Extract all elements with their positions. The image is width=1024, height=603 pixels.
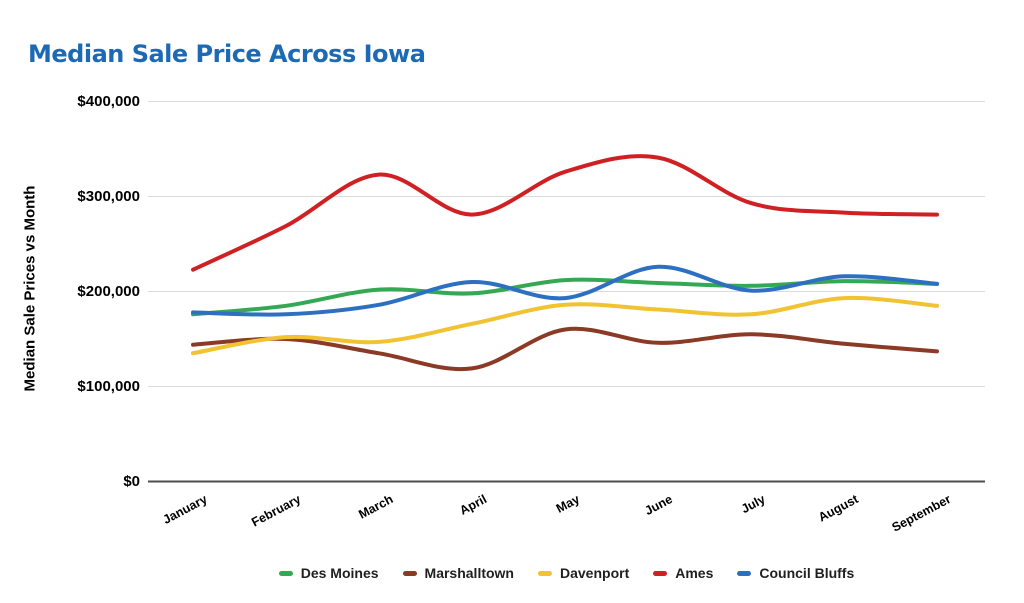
series-line-marshalltown	[191, 326, 939, 372]
legend-label: Marshalltown	[424, 565, 514, 581]
y-axis-tick-label: $400,000	[77, 92, 140, 110]
legend-swatch-icon	[653, 570, 668, 576]
legend-item-davenport: Davenport	[538, 565, 629, 581]
chart-legend: Des Moines Marshalltown Davenport Ames Counc…	[148, 563, 985, 583]
series-line-ames	[191, 154, 939, 272]
chart-title: Median Sale Price Across Iowa	[28, 40, 426, 68]
legend-label: Ames	[675, 565, 714, 581]
legend-item-marshalltown: Marshalltown	[402, 565, 514, 581]
y-axis-tick-label: $100,000	[77, 377, 140, 395]
legend-swatch-icon	[402, 570, 417, 576]
legend-label: Davenport	[560, 565, 630, 581]
series-line-council-bluffs	[191, 264, 939, 317]
y-axis-tick-label: $0	[123, 472, 140, 490]
y-axis-tick-label: $200,000	[77, 282, 140, 300]
legend-item-ames: Ames	[653, 565, 713, 581]
legend-swatch-icon	[737, 570, 752, 576]
y-axis-tick-label: $300,000	[77, 187, 140, 205]
legend-item-council-bluffs: Council Bluffs	[737, 565, 854, 581]
legend-item-des-moines: Des Moines	[278, 565, 379, 581]
legend-swatch-icon	[278, 570, 293, 576]
legend-label: Des Moines	[300, 565, 379, 581]
series-line-davenport	[191, 295, 939, 356]
legend-label: Council Bluffs	[759, 565, 855, 581]
legend-swatch-icon	[538, 570, 552, 576]
